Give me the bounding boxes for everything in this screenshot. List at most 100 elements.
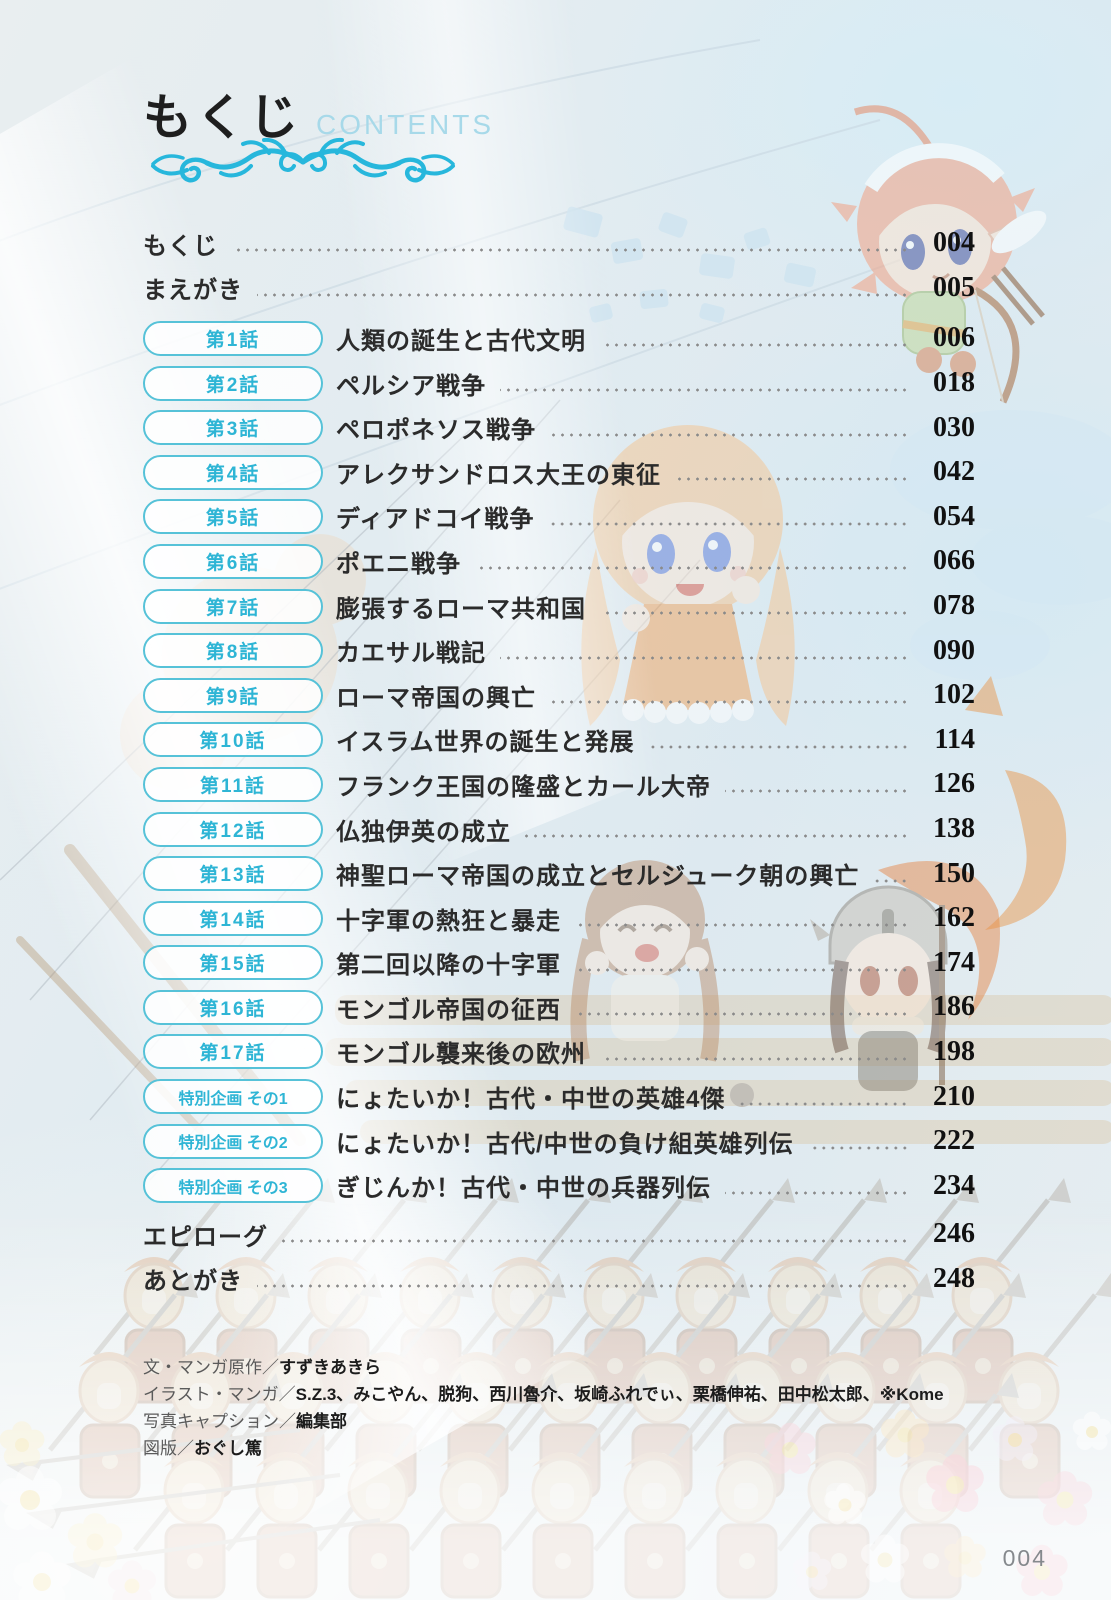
table-of-contents: もくじ 004 まえがき 005 第1話 人類の誕生と古代文明 006 第2話 … <box>143 221 975 1301</box>
toc-entry-page: 004 <box>933 227 975 259</box>
dotted-leader <box>648 744 909 749</box>
chapter-badge: 第9話 <box>143 677 323 713</box>
dotted-leader <box>525 834 909 839</box>
toc-entry-title: まえがき <box>143 277 243 305</box>
toc-entry-page: 150 <box>933 857 975 889</box>
dotted-leader <box>575 923 909 928</box>
toc-row: あとがき 248 <box>143 1257 975 1302</box>
toc-entry-title: イスラム世界の誕生と発展 <box>336 729 635 757</box>
toc-row: 第3話 ペロポネソス戦争 030 <box>143 405 975 450</box>
toc-entry-title: エピローグ <box>143 1223 268 1251</box>
chapter-badge: 第11話 <box>143 766 323 802</box>
chapter-badge: 第4話 <box>143 454 323 490</box>
chapter-badge: 第14話 <box>143 900 323 936</box>
toc-row: もくじ 004 <box>143 221 975 266</box>
toc-entry-page: 042 <box>933 456 975 488</box>
dotted-leader <box>500 388 909 393</box>
dotted-leader <box>232 248 909 253</box>
toc-row: 第15話 第二回以降の十字軍 174 <box>143 941 975 986</box>
dotted-leader <box>257 1283 909 1288</box>
toc-entry-page: 126 <box>933 768 975 800</box>
dotted-leader <box>739 1101 909 1106</box>
toc-entry-title: 人類の誕生と古代文明 <box>336 327 586 355</box>
dotted-leader <box>550 700 909 705</box>
dotted-leader <box>550 432 909 437</box>
toc-row: 第2話 ペルシア戦争 018 <box>143 361 975 406</box>
toc-entry-page: 174 <box>933 946 975 978</box>
dotted-leader <box>600 343 909 348</box>
toc-row: 第9話 ローマ帝国の興亡 102 <box>143 673 975 718</box>
toc-entry-page: 198 <box>933 1035 975 1067</box>
chapter-badge: 第16話 <box>143 989 323 1025</box>
dotted-leader <box>548 521 909 526</box>
credit-value: S.Z.3、みこやん、脱狗、西川魯介、坂崎ふれでぃ、栗橋伸祐、田中松太郎、※Ko… <box>295 1385 944 1404</box>
chapter-badge: 第5話 <box>143 499 323 535</box>
dotted-leader <box>600 611 909 616</box>
toc-row: エピローグ 246 <box>143 1212 975 1257</box>
toc-entry-title: あとがき <box>143 1268 243 1296</box>
credit-line: 図版／ おぐし篤 <box>143 1433 944 1460</box>
toc-entry-page: 030 <box>933 411 975 443</box>
toc-entry-page: 234 <box>933 1169 975 1201</box>
toc-entry-page: 006 <box>933 322 975 354</box>
toc-row: 特別企画 その1 にょたいか！古代・中世の英雄4傑 210 <box>143 1074 975 1119</box>
toc-entry-page: 162 <box>933 902 975 934</box>
credits-block: 文・マンガ原作／ すずきあきら イラスト・マンガ／ S.Z.3、みこやん、脱狗、西川… <box>143 1352 944 1460</box>
chapter-badge: 第10話 <box>143 722 323 758</box>
toc-entry-title: ローマ帝国の興亡 <box>336 684 536 712</box>
dotted-leader <box>600 1056 909 1061</box>
credit-label: 文・マンガ原作／ <box>143 1358 279 1377</box>
toc-entry-title: もくじ <box>143 232 218 260</box>
dotted-leader <box>675 477 909 482</box>
toc-row: 第7話 膨張するローマ共和国 078 <box>143 584 975 629</box>
toc-row: 第10話 イスラム世界の誕生と発展 114 <box>143 718 975 763</box>
toc-entry-page: 114 <box>934 723 975 755</box>
dotted-leader <box>873 878 909 883</box>
toc-entry-title: にょたいか！古代/中世の負け組英雄列伝 <box>336 1130 794 1158</box>
toc-entry-title: ペルシア戦争 <box>336 372 486 400</box>
toc-entry-title: モンゴル襲来後の欧州 <box>336 1041 586 1069</box>
toc-entry-title: ディアドコイ戦争 <box>336 506 535 534</box>
toc-entry-page: 005 <box>933 271 975 303</box>
toc-entry-page: 138 <box>933 813 975 845</box>
toc-entry-page: 210 <box>933 1080 975 1112</box>
toc-row: 第17話 モンゴル襲来後の欧州 198 <box>143 1030 975 1075</box>
credit-value: おぐし篤 <box>194 1439 262 1458</box>
toc-entry-title: にょたいか！古代・中世の英雄4傑 <box>336 1086 726 1114</box>
credit-label: 写真キャプション／ <box>143 1412 296 1431</box>
toc-entry-title: ポエニ戦争 <box>336 550 461 578</box>
toc-entry-page: 054 <box>933 500 975 532</box>
dotted-leader <box>725 1190 909 1195</box>
toc-row: 特別企画 その2 にょたいか！古代/中世の負け組英雄列伝 222 <box>143 1119 975 1164</box>
chapter-badge: 第2話 <box>143 365 323 401</box>
credit-value: すずきあきら <box>279 1358 381 1377</box>
chapter-badge: 第1話 <box>143 320 323 356</box>
credit-line: 文・マンガ原作／ すずきあきら <box>143 1352 944 1379</box>
credit-line: イラスト・マンガ／ S.Z.3、みこやん、脱狗、西川魯介、坂崎ふれでぃ、栗橋伸祐、… <box>143 1379 944 1406</box>
toc-entry-title: アレクサンドロス大王の東征 <box>336 461 661 489</box>
toc-entry-page: 186 <box>933 991 975 1023</box>
chapter-badge: 第15話 <box>143 945 323 981</box>
toc-row: 第8話 カエサル戦記 090 <box>143 628 975 673</box>
toc-row: 第1話 人類の誕生と古代文明 006 <box>143 316 975 361</box>
toc-entry-title: ぎじんか！古代・中世の兵器列伝 <box>336 1175 711 1203</box>
credit-label: 図版／ <box>143 1439 194 1458</box>
dotted-leader <box>475 566 909 571</box>
toc-entry-title: フランク王国の隆盛とカール大帝 <box>336 773 711 801</box>
toc-entry-title: モンゴル帝国の征西 <box>336 996 561 1024</box>
toc-entry-title: 神聖ローマ帝国の成立とセルジューク朝の興亡 <box>336 863 860 891</box>
toc-row: まえがき 005 <box>143 266 975 311</box>
toc-entry-title: 膨張するローマ共和国 <box>336 595 586 623</box>
toc-entry-title: カエサル戦記 <box>336 640 486 668</box>
toc-entry-page: 222 <box>933 1125 975 1157</box>
special-feature-badge: 特別企画 その2 <box>143 1123 323 1159</box>
chapter-badge: 第3話 <box>143 410 323 446</box>
dotted-leader <box>807 1146 909 1151</box>
credit-label: イラスト・マンガ／ <box>143 1385 296 1404</box>
toc-row: 第12話 仏独伊英の成立 138 <box>143 807 975 852</box>
toc-entry-page: 248 <box>933 1262 975 1294</box>
toc-row: 特別企画 その3 ぎじんか！古代・中世の兵器列伝 234 <box>143 1163 975 1208</box>
toc-entry-title: ペロポネソス戦争 <box>336 417 536 445</box>
toc-row: 第4話 アレクサンドロス大王の東征 042 <box>143 450 975 495</box>
